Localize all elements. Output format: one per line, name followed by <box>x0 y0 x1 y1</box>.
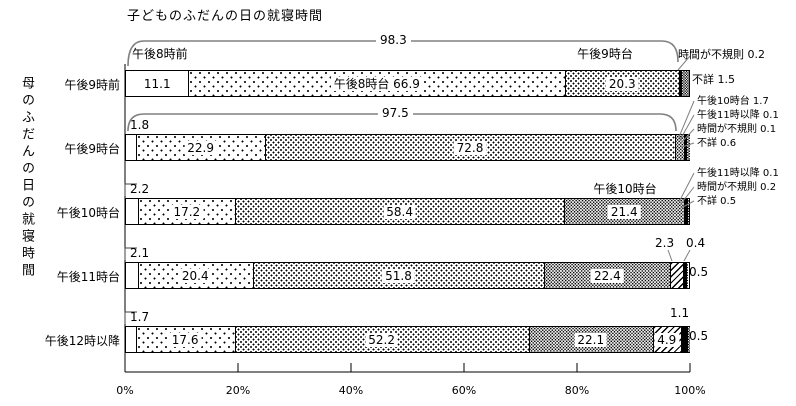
bar-segment <box>686 135 690 160</box>
x-tick-label: 20% <box>225 384 251 397</box>
category-label: 午後10時台 <box>56 206 120 220</box>
bar-row: 17.6 52.2 22.1 4.9 <box>125 326 690 353</box>
segment-value-label: 58.4 <box>383 204 416 219</box>
bar-segment <box>670 263 684 288</box>
x-tick-label: 40% <box>338 384 364 397</box>
x-tick-label: 0% <box>116 384 134 397</box>
row2-first-value: 2.2 <box>130 182 150 196</box>
segment-value-label: 21.4 <box>607 204 641 219</box>
row0-irregular-note: 時間が不規則 0.2 <box>678 48 765 61</box>
axis-ticks <box>237 363 691 372</box>
row1-note-3: 時間が不規則 0.1 <box>697 124 777 135</box>
segment-value-label: 20.3 <box>605 76 639 91</box>
bar-row: 22.9 72.8 <box>125 134 690 161</box>
segment-value-label: 17.6 <box>168 332 202 347</box>
label-gogo8ji-mae: 午後8時前 <box>132 47 188 61</box>
row4-first-value: 1.7 <box>130 310 150 324</box>
row3-irregular-value: 0.4 <box>686 236 706 250</box>
bar-row: 17.2 58.4 21.4 <box>125 198 690 225</box>
x-tick-label: 100% <box>674 384 706 397</box>
row4-irregular-value: 1.1 <box>670 306 690 320</box>
category-label: 午後12時以降 <box>44 334 120 348</box>
segment-value-label: 22.4 <box>591 268 624 283</box>
row1-note-1: 午後10時台 1.7 <box>697 96 769 107</box>
y-axis-title: 母のふだんの日の就寝時間 <box>19 76 34 280</box>
segment-value-label: 11.1 <box>140 76 174 91</box>
label-gogo10jidai: 午後10時台 <box>593 182 657 196</box>
bar-segment <box>126 263 138 288</box>
bar-segment <box>126 199 139 224</box>
bar-segment <box>685 263 689 288</box>
row1-first-value: 1.8 <box>130 118 150 132</box>
row4-unknown-value: 0.5 <box>689 329 709 343</box>
row2-note-1: 午後11時以降 0.1 <box>697 168 779 179</box>
segment-value-label: 午後8時台 66.9 <box>330 76 423 91</box>
chart-title: 子どものふだんの日の就寝時間 <box>127 9 324 24</box>
row1-note-4: 不詳 0.6 <box>697 138 737 149</box>
row0-unknown-note: 不詳 1.5 <box>692 73 735 86</box>
segment-value-label: 4.9 <box>654 332 680 347</box>
row3-unknown-value: 0.5 <box>689 265 709 279</box>
bar-segment <box>126 327 136 352</box>
bar-segment <box>126 135 137 160</box>
group-total-97-5: 97.5 <box>378 106 413 121</box>
bar-segment <box>674 135 685 160</box>
category-label: 午後9時前 <box>64 78 120 92</box>
segment-value-label: 52.2 <box>365 332 398 347</box>
category-label: 午後9時台 <box>64 142 120 156</box>
row2-note-3: 不詳 0.5 <box>697 196 737 207</box>
segment-value-label: 51.8 <box>382 268 415 283</box>
segment-value-label: 22.9 <box>184 140 217 155</box>
row3-first-value: 2.1 <box>130 246 150 260</box>
segment-value-label: 72.8 <box>453 140 487 155</box>
category-label: 午後11時台 <box>56 270 120 284</box>
segment-value-label: 20.4 <box>178 268 212 283</box>
label-gogo9jidai: 午後9時台 <box>577 47 633 61</box>
bar-row: 20.4 51.8 22.4 <box>125 262 690 289</box>
row2-note-2: 時間が不規則 0.2 <box>697 182 777 193</box>
leader-row3 <box>667 249 691 262</box>
row1-note-2: 午後11時以降 0.1 <box>697 110 779 121</box>
group-total-98-3: 98.3 <box>376 33 411 48</box>
row3-late-value: 2.3 <box>655 236 675 250</box>
bar-segment <box>686 199 690 224</box>
bar-row: 11.1 午後8時台 66.9 20.3 <box>125 70 690 97</box>
x-tick-label: 80% <box>564 384 590 397</box>
x-tick-label: 60% <box>451 384 477 397</box>
bar-segment <box>680 71 689 96</box>
segment-value-label: 22.1 <box>574 332 608 347</box>
segment-value-label: 17.2 <box>170 204 204 219</box>
